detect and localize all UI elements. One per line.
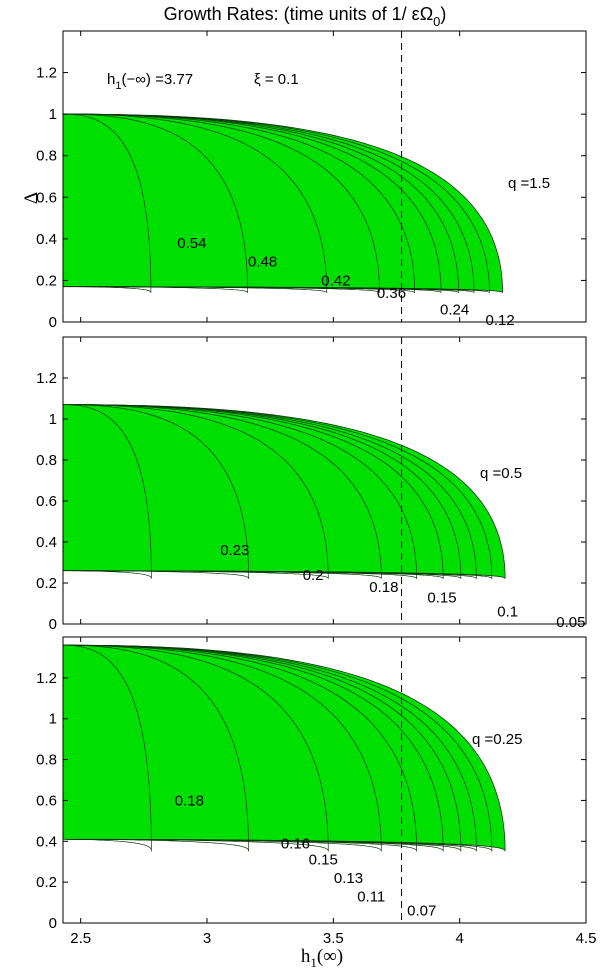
y-tick-label: 0 [49,314,57,331]
axes-box [62,30,587,323]
q-value-label: q =0.5 [480,465,522,482]
y-tick-label: 1.2 [36,370,57,387]
figure-title: Growth Rates: (time units of 1/ εΩ0) [164,4,447,29]
y-tick-label: 1.2 [36,65,57,82]
contour-label: 0.36 [377,285,406,302]
contour-line [63,404,250,579]
y-tick-label: 0.6 [36,792,57,809]
x-tick-label: 3 [203,930,211,947]
contour-label: 0.07 [407,903,436,920]
x-tick-label: 4.5 [576,930,597,947]
q-value-label: q =1.5 [508,175,550,192]
y-tick-label: 1 [49,411,57,428]
y-tick-label: 1 [49,106,57,123]
x-axis-label: h1(∞) [301,946,343,970]
contour-line [63,644,329,852]
contour-line [63,644,382,852]
contour-label: 0.1 [497,604,518,621]
y-tick-label: 0.2 [36,575,57,592]
y-tick-label: 0.4 [36,833,57,850]
y-tick-label: 0.6 [36,493,57,510]
axes-box [62,336,587,625]
xi-annotation: ξ = 0.1 [254,71,299,88]
contour-line [63,404,152,579]
contour-label: 0.11 [357,888,385,905]
panel-2: 0 0.2 0.4 0.6 0.8 1 1.2 0.23 0.2 0.18 0.15 0.1 0.05 q… [36,336,587,633]
y-tick-label: 1.2 [36,670,57,687]
contour-label: 0.15 [309,852,338,869]
contour-line [63,404,382,579]
x-tick-label: 4 [455,930,463,947]
axes-box [62,636,587,924]
y-tick-label: 0.2 [36,272,57,289]
contour-label: 0.48 [248,254,277,271]
contour-label: 0.13 [334,870,363,887]
contour-line [63,113,328,293]
contour-label: 0.54 [177,235,206,252]
contour-label: 0.15 [427,589,456,606]
y-tick-label: 0.4 [36,231,57,248]
contour-label: 0.16 [281,835,310,852]
contour-label: 0.42 [321,272,350,289]
unstable-region [63,113,503,293]
unstable-region [63,644,506,852]
y-tick-label: 0.8 [36,148,57,165]
contour-label: 0.23 [220,542,249,559]
contour-line [63,113,152,293]
y-axis-label: Δ [21,192,42,204]
x-tick-label: 2.5 [70,930,91,947]
h1-minus-infinity-annotation: h1(−∞) =3.77 [107,71,193,92]
contour-label: 0.18 [369,579,398,596]
contour-line [63,113,248,293]
panel-3: 0 0.2 0.4 0.6 0.8 1 1.2 2.5 3 3.5 4 4.5 0.18 0.160.15… [36,636,597,947]
contour-line [63,404,418,579]
y-tick-label: 0 [49,915,57,932]
q-value-label: q =0.25 [472,731,522,748]
contour-label: 0.2 [303,567,324,584]
contour-line [63,644,152,852]
contour-label: 0.05 [556,614,585,631]
y-tick-label: 0.2 [36,874,57,891]
y-tick-label: 1 [49,711,57,728]
y-tick-label: 0.8 [36,752,57,769]
y-tick-label: 0.6 [36,189,57,206]
contour-label: 0.18 [175,792,204,809]
contour-label: 0.24 [440,302,469,319]
contour-line [63,644,418,852]
y-tick-label: 0.8 [36,452,57,469]
contour-label: 0.12 [485,312,514,329]
x-tick-label: 3.5 [323,930,344,947]
contour-line [63,644,250,852]
y-tick-label: 0 [49,616,57,633]
unstable-region [63,404,506,579]
panel-1: 0 0.2 0.4 0.6 0.8 1 1.2 0.54 0.48 0.42 0.36 0.24 0.1… [36,30,587,331]
contour-line [63,404,329,579]
contour-line [63,113,380,293]
y-tick-label: 0.4 [36,534,57,551]
